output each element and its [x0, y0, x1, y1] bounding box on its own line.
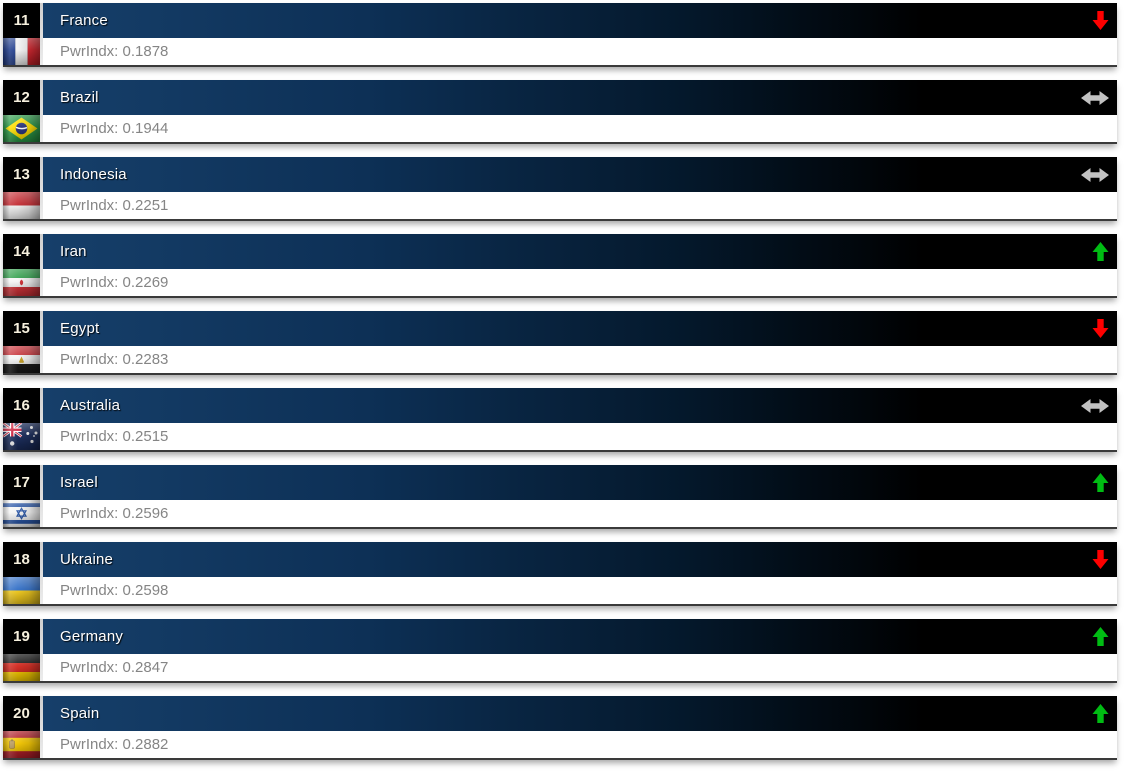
trend-down-icon [1092, 319, 1109, 338]
pwrindx-value: PwrIndx: 0.2283 [43, 346, 1117, 373]
trend-down-icon [1092, 11, 1109, 30]
pwrindx-value: PwrIndx: 0.2882 [43, 731, 1117, 758]
rank-badge: 12 [3, 80, 40, 115]
rank-title-divider [40, 388, 43, 450]
country-title-bar[interactable]: Spain [43, 696, 1117, 731]
rank-badge: 14 [3, 234, 40, 269]
flag-gloss-overlay [3, 577, 40, 604]
country-name: Ukraine [60, 551, 114, 568]
pwrindx-value: PwrIndx: 0.1944 [43, 115, 1117, 142]
country-row-brazil[interactable]: 12 Brazil PwrIndx: 0.1944 [3, 80, 1117, 144]
pwrindx-value: PwrIndx: 0.2847 [43, 654, 1117, 681]
pwrindx-value: PwrIndx: 0.2515 [43, 423, 1117, 450]
indonesia-flag-icon [3, 192, 40, 219]
country-title-bar[interactable]: Indonesia [43, 157, 1117, 192]
trend-up-icon [1092, 627, 1109, 646]
australia-flag-icon [3, 423, 40, 450]
brazil-flag-icon [3, 115, 40, 142]
rank-title-divider [40, 3, 43, 65]
country-row-france[interactable]: 11 France PwrIndx: 0.1878 [3, 3, 1117, 67]
country-title-bar[interactable]: Israel [43, 465, 1117, 500]
rank-title-divider [40, 311, 43, 373]
trend-same-icon [1081, 167, 1109, 182]
pwrindx-value: PwrIndx: 0.2596 [43, 500, 1117, 527]
flag-gloss-overlay [3, 115, 40, 142]
power-ranking-list: 11 France PwrIndx: 0.1878 12 Brazil PwrI… [3, 3, 1117, 773]
country-row-iran[interactable]: 14 Iran PwrIndx: 0.2269 [3, 234, 1117, 298]
rank-badge: 11 [3, 3, 40, 38]
country-title-bar[interactable]: Iran [43, 234, 1117, 269]
rank-title-divider [40, 619, 43, 681]
rank-badge: 17 [3, 465, 40, 500]
flag-gloss-overlay [3, 38, 40, 65]
rank-badge: 18 [3, 542, 40, 577]
country-name: France [60, 12, 108, 29]
germany-flag-icon [3, 654, 40, 681]
country-name: Egypt [60, 320, 100, 337]
country-name: Spain [60, 705, 100, 722]
rank-badge: 20 [3, 696, 40, 731]
country-row-australia[interactable]: 16 Australia PwrIndx: 0.2515 [3, 388, 1117, 452]
pwrindx-value: PwrIndx: 0.2269 [43, 269, 1117, 296]
country-title-bar[interactable]: Brazil [43, 80, 1117, 115]
country-name: Australia [60, 397, 121, 414]
country-row-ukraine[interactable]: 18 Ukraine PwrIndx: 0.2598 [3, 542, 1117, 606]
france-flag-icon [3, 38, 40, 65]
country-row-spain[interactable]: 20 Spain PwrIndx: 0.2882 [3, 696, 1117, 760]
egypt-flag-icon [3, 346, 40, 373]
rank-title-divider [40, 80, 43, 142]
country-row-egypt[interactable]: 15 Egypt PwrIndx: 0.2283 [3, 311, 1117, 375]
trend-same-icon [1081, 398, 1109, 413]
rank-title-divider [40, 465, 43, 527]
rank-title-divider [40, 157, 43, 219]
flag-gloss-overlay [3, 654, 40, 681]
flag-gloss-overlay [3, 500, 40, 527]
flag-gloss-overlay [3, 192, 40, 219]
trend-up-icon [1092, 242, 1109, 261]
rank-title-divider [40, 542, 43, 604]
rank-badge: 15 [3, 311, 40, 346]
pwrindx-value: PwrIndx: 0.2598 [43, 577, 1117, 604]
rank-badge: 19 [3, 619, 40, 654]
country-name: Israel [60, 474, 98, 491]
flag-gloss-overlay [3, 423, 40, 450]
flag-gloss-overlay [3, 731, 40, 758]
pwrindx-value: PwrIndx: 0.2251 [43, 192, 1117, 219]
country-title-bar[interactable]: Australia [43, 388, 1117, 423]
country-name: Brazil [60, 89, 99, 106]
trend-down-icon [1092, 550, 1109, 569]
israel-flag-icon [3, 500, 40, 527]
trend-same-icon [1081, 90, 1109, 105]
country-title-bar[interactable]: France [43, 3, 1117, 38]
flag-gloss-overlay [3, 269, 40, 296]
country-title-bar[interactable]: Germany [43, 619, 1117, 654]
rank-badge: 16 [3, 388, 40, 423]
rank-badge: 13 [3, 157, 40, 192]
trend-up-icon [1092, 473, 1109, 492]
rank-title-divider [40, 696, 43, 758]
country-name: Germany [60, 628, 124, 645]
ukraine-flag-icon [3, 577, 40, 604]
country-row-israel[interactable]: 17 Israel PwrIndx: 0.2596 [3, 465, 1117, 529]
flag-gloss-overlay [3, 346, 40, 373]
country-row-indonesia[interactable]: 13 Indonesia PwrIndx: 0.2251 [3, 157, 1117, 221]
spain-flag-icon [3, 731, 40, 758]
country-row-germany[interactable]: 19 Germany PwrIndx: 0.2847 [3, 619, 1117, 683]
iran-flag-icon [3, 269, 40, 296]
country-name: Indonesia [60, 166, 127, 183]
trend-up-icon [1092, 704, 1109, 723]
country-title-bar[interactable]: Ukraine [43, 542, 1117, 577]
rank-title-divider [40, 234, 43, 296]
country-name: Iran [60, 243, 87, 260]
country-title-bar[interactable]: Egypt [43, 311, 1117, 346]
pwrindx-value: PwrIndx: 0.1878 [43, 38, 1117, 65]
